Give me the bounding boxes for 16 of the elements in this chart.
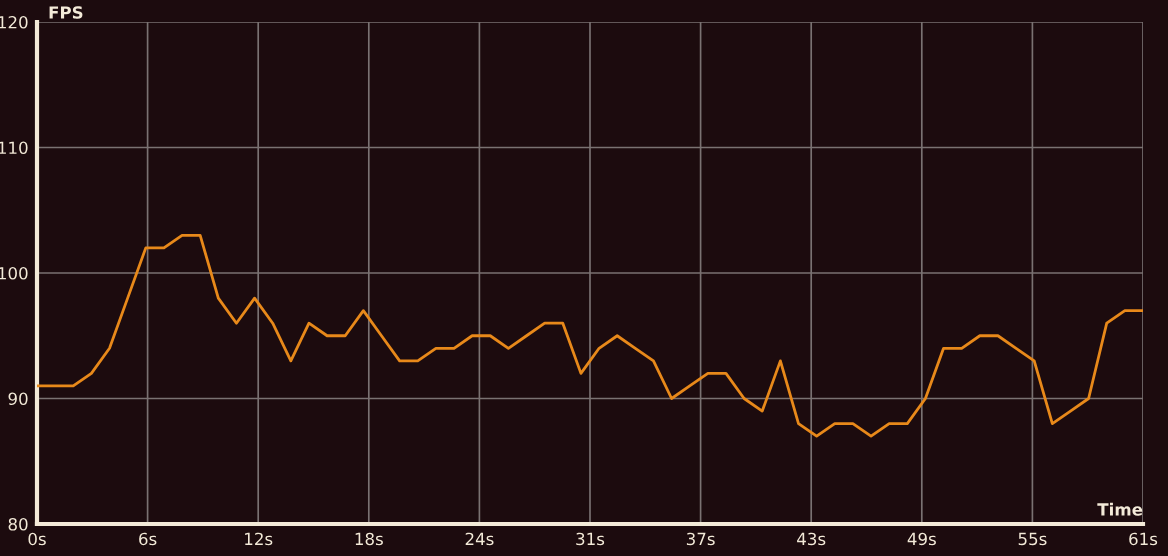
- x-tick-label: 55s: [1018, 532, 1047, 546]
- x-tick-label: 24s: [465, 532, 494, 546]
- x-tick-label: 6s: [139, 532, 157, 546]
- y-axis-title: FPS: [49, 6, 83, 19]
- x-tick-label: 43s: [797, 532, 826, 546]
- x-tick-label: 12s: [245, 532, 273, 546]
- x-tick-label: 31s: [576, 532, 605, 546]
- x-axis-title: Time: [1097, 502, 1143, 516]
- line-series: [37, 233, 1143, 438]
- x-tick-label: 18s: [355, 532, 383, 546]
- x-tick-label: 49s: [907, 532, 936, 546]
- x-tick-label: 37s: [686, 532, 715, 546]
- y-tick-label: 80: [8, 517, 28, 531]
- y-tick-label: 90: [8, 392, 28, 406]
- x-tick-label: 61s: [1129, 532, 1158, 546]
- x-tick-label: 0s: [28, 532, 46, 546]
